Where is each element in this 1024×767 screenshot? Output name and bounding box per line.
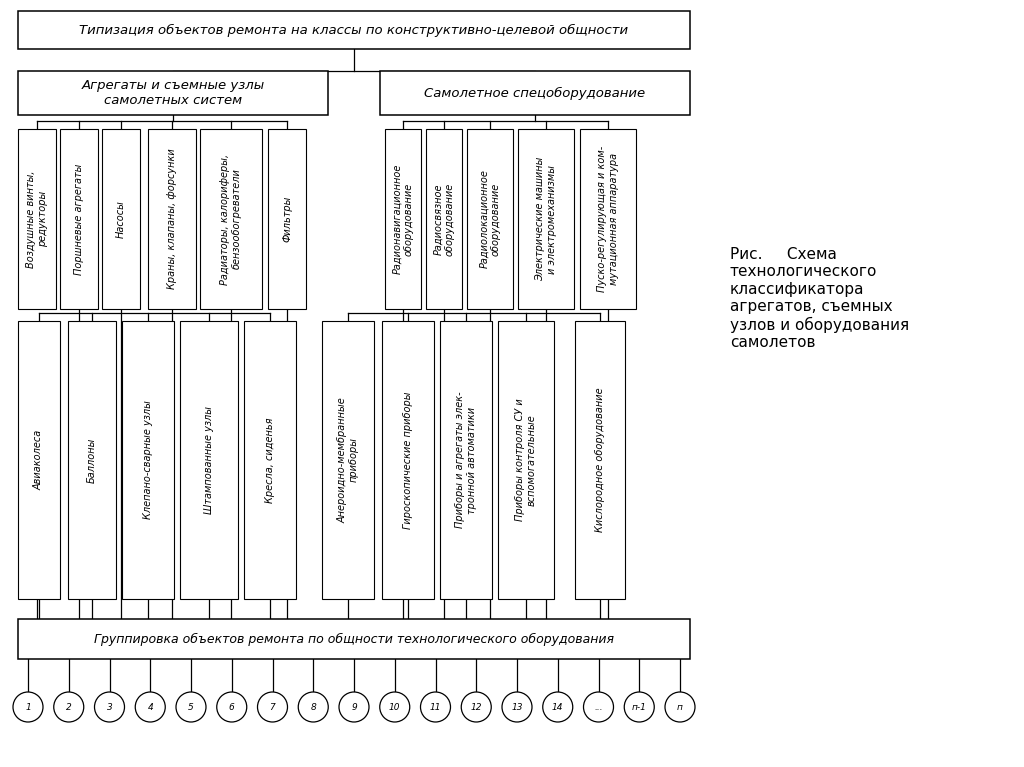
- Circle shape: [380, 692, 410, 722]
- FancyBboxPatch shape: [380, 71, 690, 115]
- FancyBboxPatch shape: [18, 11, 690, 49]
- Text: Радиаторы, калориферы,
бензообогреватели: Радиаторы, калориферы, бензообогреватели: [220, 153, 242, 285]
- Text: Пуско-регулирующая и ком-
мутационная аппаратура: Пуско-регулирующая и ком- мутационная ап…: [597, 146, 618, 292]
- Text: Баллоны: Баллоны: [87, 437, 97, 482]
- Text: п-1: п-1: [632, 703, 647, 712]
- FancyBboxPatch shape: [180, 321, 238, 599]
- Circle shape: [135, 692, 165, 722]
- Text: Клепано-сварные узлы: Клепано-сварные узлы: [143, 400, 153, 519]
- Text: 6: 6: [229, 703, 234, 712]
- Text: Приборы контроля СУ и
вспомогательные: Приборы контроля СУ и вспомогательные: [515, 399, 537, 522]
- Text: Кислородное оборудование: Кислородное оборудование: [595, 387, 605, 532]
- Text: п: п: [677, 703, 683, 712]
- FancyBboxPatch shape: [68, 321, 116, 599]
- Text: Штампованные узлы: Штампованные узлы: [204, 406, 214, 514]
- FancyBboxPatch shape: [122, 321, 174, 599]
- Circle shape: [665, 692, 695, 722]
- Text: 2: 2: [66, 703, 72, 712]
- Text: Поршневые агрегаты: Поршневые агрегаты: [74, 163, 84, 275]
- FancyBboxPatch shape: [18, 129, 56, 309]
- Text: 9: 9: [351, 703, 357, 712]
- FancyBboxPatch shape: [385, 129, 421, 309]
- Circle shape: [584, 692, 613, 722]
- FancyBboxPatch shape: [244, 321, 296, 599]
- Text: 1: 1: [26, 703, 31, 712]
- Text: 13: 13: [511, 703, 522, 712]
- Text: Агрегаты и съемные узлы
самолетных систем: Агрегаты и съемные узлы самолетных систе…: [81, 79, 264, 107]
- Text: Гироскопические приборы: Гироскопические приборы: [403, 391, 413, 528]
- Text: Краны, клапаны, форсунки: Краны, клапаны, форсунки: [167, 149, 177, 289]
- FancyBboxPatch shape: [18, 71, 328, 115]
- FancyBboxPatch shape: [382, 321, 434, 599]
- Circle shape: [94, 692, 125, 722]
- Text: Радиосвязное
оборудование: Радиосвязное оборудование: [433, 183, 455, 255]
- Circle shape: [176, 692, 206, 722]
- Circle shape: [502, 692, 532, 722]
- Text: Типизация объектов ремонта на классы по конструктивно-целевой общности: Типизация объектов ремонта на классы по …: [80, 24, 629, 37]
- Text: 5: 5: [188, 703, 194, 712]
- FancyBboxPatch shape: [200, 129, 262, 309]
- FancyBboxPatch shape: [18, 619, 690, 659]
- Circle shape: [625, 692, 654, 722]
- Circle shape: [461, 692, 492, 722]
- Text: 12: 12: [470, 703, 482, 712]
- FancyBboxPatch shape: [18, 321, 60, 599]
- Text: Воздушные винты,
редукторы: Воздушные винты, редукторы: [27, 170, 48, 268]
- Circle shape: [53, 692, 84, 722]
- Text: Радионавигационное
оборудование: Радионавигационное оборудование: [392, 164, 414, 274]
- Text: Насосы: Насосы: [116, 200, 126, 238]
- Text: Кресла, сиденья: Кресла, сиденья: [265, 417, 275, 502]
- Text: Авиаколеса: Авиаколеса: [34, 430, 44, 490]
- Circle shape: [543, 692, 572, 722]
- Circle shape: [298, 692, 329, 722]
- FancyBboxPatch shape: [467, 129, 513, 309]
- FancyBboxPatch shape: [148, 129, 196, 309]
- Text: 8: 8: [310, 703, 316, 712]
- Text: 4: 4: [147, 703, 154, 712]
- Circle shape: [421, 692, 451, 722]
- FancyBboxPatch shape: [60, 129, 98, 309]
- FancyBboxPatch shape: [268, 129, 306, 309]
- Text: 11: 11: [430, 703, 441, 712]
- Circle shape: [257, 692, 288, 722]
- FancyBboxPatch shape: [426, 129, 462, 309]
- Circle shape: [217, 692, 247, 722]
- Text: 14: 14: [552, 703, 563, 712]
- FancyBboxPatch shape: [322, 321, 374, 599]
- Text: Группировка объектов ремонта по общности технологического оборудования: Группировка объектов ремонта по общности…: [94, 633, 614, 646]
- Text: Анероидно-мембранные
приборы: Анероидно-мембранные приборы: [337, 397, 358, 523]
- Text: 10: 10: [389, 703, 400, 712]
- Text: Радиолокационное
оборудование: Радиолокационное оборудование: [479, 170, 501, 268]
- Circle shape: [13, 692, 43, 722]
- Text: 7: 7: [269, 703, 275, 712]
- Text: Электрические машины
и электромеханизмы: Электрические машины и электромеханизмы: [536, 156, 557, 281]
- FancyBboxPatch shape: [498, 321, 554, 599]
- FancyBboxPatch shape: [102, 129, 140, 309]
- Text: Самолетное спецоборудование: Самолетное спецоборудование: [424, 87, 645, 100]
- FancyBboxPatch shape: [440, 321, 492, 599]
- Text: Рис.     Схема
технологического
классификатора
агрегатов, съемных
узлов и оборуд: Рис. Схема технологического классификато…: [730, 247, 909, 351]
- FancyBboxPatch shape: [518, 129, 574, 309]
- FancyBboxPatch shape: [575, 321, 625, 599]
- Circle shape: [339, 692, 369, 722]
- Text: 3: 3: [106, 703, 113, 712]
- Text: Фильтры: Фильтры: [282, 196, 292, 242]
- Text: ...: ...: [594, 703, 603, 712]
- FancyBboxPatch shape: [580, 129, 636, 309]
- Text: Приборы и агрегаты элек-
тронной автоматики: Приборы и агрегаты элек- тронной автомат…: [456, 392, 477, 528]
